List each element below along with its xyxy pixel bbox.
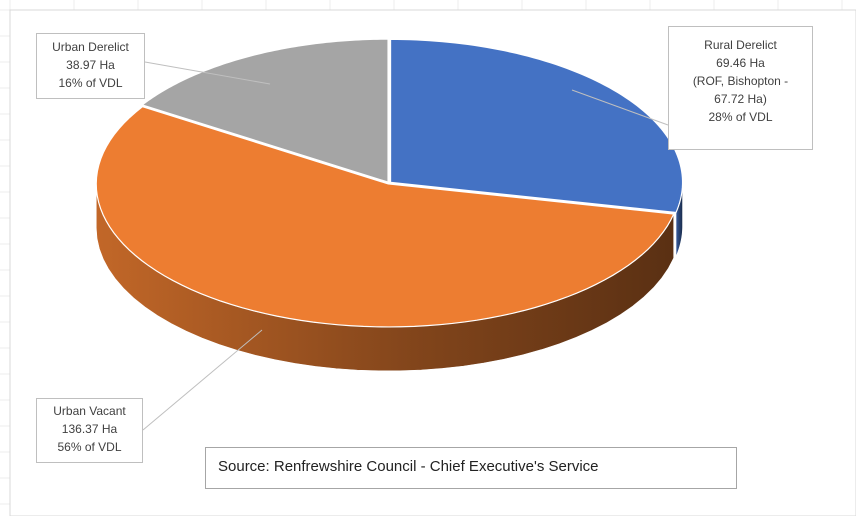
data-label-line: 136.37 Ha bbox=[61, 422, 118, 436]
data-label-line: 28% of VDL bbox=[708, 110, 773, 124]
leader-line-rural-derelict bbox=[571, 89, 669, 126]
pie-slice-urban-derelict[interactable] bbox=[141, 38, 389, 183]
data-label-line: Rural Derelict bbox=[704, 38, 777, 52]
data-label-urban-derelict: Urban Derelict 38.97 Ha 16% of VDL bbox=[36, 33, 145, 99]
data-label-line: Urban Derelict bbox=[52, 40, 129, 54]
data-label-urban-vacant: Urban Vacant 136.37 Ha 56% of VDL bbox=[36, 398, 143, 463]
data-label-line: 56% of VDL bbox=[57, 440, 122, 454]
data-label-line: 69.46 Ha bbox=[716, 56, 765, 70]
data-label-line: 16% of VDL bbox=[58, 76, 123, 90]
leader-line-urban-vacant bbox=[142, 329, 263, 431]
data-label-line: (ROF, Bishopton - bbox=[692, 74, 789, 88]
data-label-line: 67.72 Ha) bbox=[714, 92, 767, 106]
source-annotation: Source: Renfrewshire Council - Chief Exe… bbox=[205, 447, 737, 489]
data-label-line: Urban Vacant bbox=[53, 404, 126, 418]
pie-slice-rural-derelict[interactable] bbox=[389, 38, 684, 214]
leader-line-urban-derelict bbox=[144, 61, 271, 85]
data-label-rural-derelict: Rural Derelict 69.46 Ha (ROF, Bishopton … bbox=[668, 26, 813, 150]
pie-slice-urban-vacant[interactable] bbox=[95, 106, 675, 328]
data-label-line: 38.97 Ha bbox=[66, 58, 115, 72]
